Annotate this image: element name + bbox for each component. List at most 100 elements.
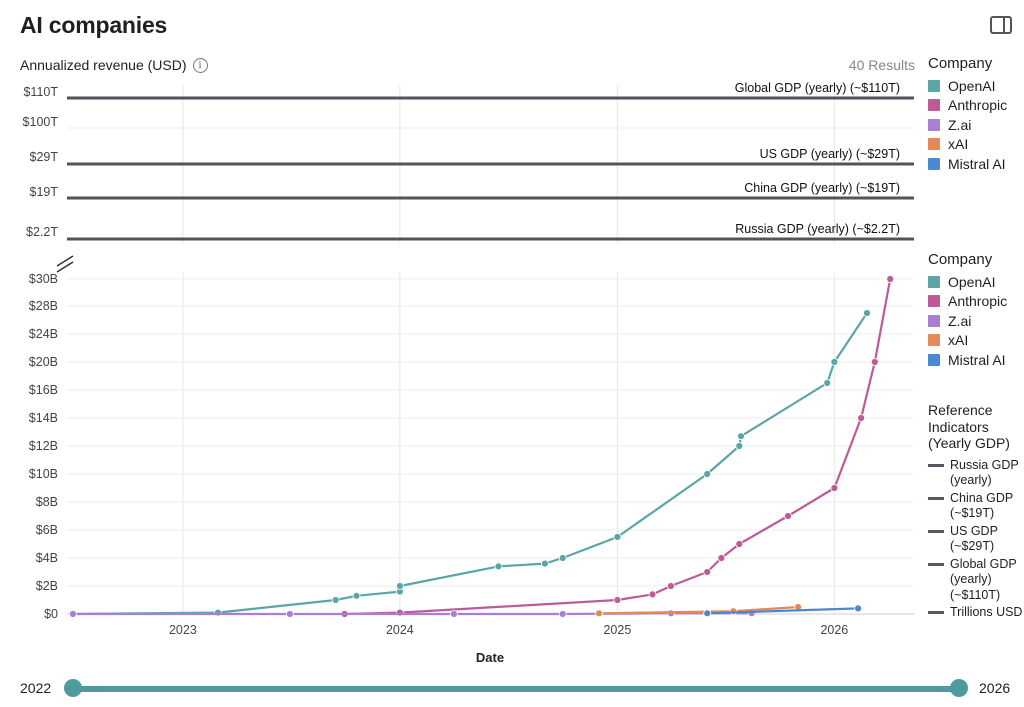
reference-legend-title: Reference Indicators (Yearly GDP): [928, 402, 1010, 451]
legend-line-swatch: [928, 562, 944, 566]
y-tick-label: $0: [44, 607, 58, 621]
data-point-anthropic: [735, 540, 744, 548]
legend-item-mistral-ai[interactable]: Mistral AI: [928, 154, 1007, 174]
data-point-mistral-ai: [854, 604, 862, 613]
data-point-anthropic: [717, 554, 726, 562]
legend-swatch: [928, 157, 940, 170]
legend-line-swatch: [928, 529, 944, 533]
data-point-anthropic: [870, 358, 879, 366]
data-point-openai: [703, 470, 712, 478]
data-point-anthropic: [784, 512, 792, 520]
legend-item-openai[interactable]: OpenAI: [928, 272, 1007, 292]
reference-legend-item[interactable]: Trillions USD: [928, 605, 1024, 621]
data-point-openai: [613, 533, 622, 541]
legend-swatch: [928, 295, 940, 308]
upper-y-tick-label: $19T: [30, 185, 59, 199]
upper-y-tick-label: $110T: [23, 85, 58, 99]
legend-item-openai[interactable]: OpenAI: [928, 76, 1007, 96]
data-point-openai: [823, 379, 832, 387]
legend-swatch: [928, 79, 940, 92]
upper-y-tick-label: $2.2T: [26, 225, 58, 239]
reference-line-label: US GDP (yearly) (~$29T): [760, 147, 900, 161]
data-point-openai: [735, 442, 744, 450]
legend-title: Company: [928, 55, 993, 72]
reference-legend-label: Russia GDP (yearly): [950, 457, 1019, 488]
slider-end-handle[interactable]: [950, 679, 968, 697]
info-icon[interactable]: i: [192, 57, 208, 73]
reference-legend: Reference Indicators (Yearly GDP) Russia…: [928, 402, 1024, 623]
x-axis-label: Date: [476, 650, 504, 665]
break-stroke: [56, 255, 74, 267]
data-point-anthropic: [830, 484, 839, 492]
slider-track[interactable]: [73, 686, 959, 692]
legend-item-xai[interactable]: xAI: [928, 135, 1007, 155]
legend-item-anthropic[interactable]: Anthropic: [928, 292, 1007, 312]
data-point-openai: [863, 309, 871, 317]
series-line-mistral-ai: [707, 607, 859, 615]
legend-swatch: [928, 314, 940, 327]
legend-item-mistral-ai[interactable]: Mistral AI: [928, 350, 1007, 370]
company-legend-bottom: Company OpenAI Anthropic Z.ai xAI Mistral AI: [928, 251, 1007, 370]
data-point-z-ai: [69, 610, 77, 618]
legend-label: OpenAI: [948, 77, 996, 94]
legend-item-anthropic[interactable]: Anthropic: [928, 96, 1007, 116]
legend-line-swatch: [928, 496, 944, 500]
reference-legend-item[interactable]: Russia GDP (yearly): [928, 458, 1024, 489]
slider-start-label: 2022: [20, 680, 52, 696]
data-point-z-ai: [285, 610, 294, 618]
reference-legend-item[interactable]: US GDP (~$29T): [928, 524, 1024, 555]
reference-legend-item[interactable]: China GDP (~$19T): [928, 491, 1024, 522]
subtitle-text: Annualized revenue (USD): [20, 57, 187, 73]
reference-legend-label: Global GDP (yearly) (~$110T): [950, 556, 1017, 602]
legend-label: Anthropic: [948, 97, 1008, 114]
y-tick-label: $6B: [36, 523, 58, 537]
legend-item-z-ai[interactable]: Z.ai: [928, 115, 1007, 135]
panel-toggle-icon[interactable]: [990, 16, 1012, 34]
break-stroke: [56, 261, 74, 273]
data-point-anthropic: [703, 568, 712, 576]
date-range-slider[interactable]: 2022 2026: [20, 677, 1020, 701]
legend-label: xAI: [948, 136, 969, 153]
y-tick-label: $24B: [29, 327, 58, 341]
y-tick-label: $14B: [29, 411, 58, 425]
reference-legend-item[interactable]: Global GDP (yearly) (~$110T): [928, 557, 1024, 604]
chart-subtitle: Annualized revenue (USD) i: [20, 57, 208, 73]
reference-line-label: China GDP (yearly) (~$19T): [744, 181, 900, 195]
legend-label: OpenAI: [948, 273, 996, 290]
series-line-z-ai: [72, 612, 752, 616]
y-tick-label: $12B: [29, 439, 58, 453]
data-point-xai: [729, 607, 738, 616]
legend-label: Z.ai: [948, 116, 972, 133]
legend-swatch: [928, 138, 940, 151]
data-point-z-ai: [449, 610, 458, 618]
y-tick-label: $16B: [29, 383, 58, 397]
y-tick-label: $28B: [29, 299, 58, 313]
legend-swatch: [928, 353, 940, 366]
legend-swatch: [928, 334, 940, 347]
y-tick-label: $4B: [36, 551, 58, 565]
upper-y-tick-label: $29T: [30, 150, 59, 164]
legend-item-z-ai[interactable]: Z.ai: [928, 311, 1007, 331]
y-tick-label: $10B: [29, 467, 58, 481]
legend-label: Z.ai: [948, 312, 972, 329]
legend-label: Mistral AI: [948, 155, 1006, 172]
legend-item-xai[interactable]: xAI: [928, 331, 1007, 351]
data-point-openai: [494, 562, 503, 571]
x-tick-label: 2024: [386, 623, 414, 637]
lower-panel: 2023 2024 2025 2026 $0 $2B $4B $6B $8B $10B $12B $1…: [29, 272, 914, 637]
data-point-anthropic: [886, 275, 895, 283]
data-point-openai: [395, 582, 404, 590]
y-tick-label: $8B: [36, 495, 58, 509]
reference-legend-label: Trillions USD: [950, 605, 1023, 619]
y-tick-label: $20B: [29, 355, 58, 369]
data-point-openai: [558, 554, 567, 562]
company-legend-top: Company OpenAI Anthropic Z.ai xAI Mistral AI: [928, 55, 1007, 174]
reference-line-label: Russia GDP (yearly) (~$2.2T): [735, 222, 900, 236]
reference-line-label: Global GDP (yearly) (~$110T): [735, 81, 900, 95]
page-title: AI companies: [20, 12, 168, 38]
slider-start-handle[interactable]: [64, 679, 82, 697]
legend-label: Mistral AI: [948, 351, 1006, 368]
reference-legend-label: China GDP (~$19T): [950, 490, 1013, 521]
y-tick-label: $30B: [29, 272, 58, 286]
x-tick-label: 2023: [169, 623, 197, 637]
